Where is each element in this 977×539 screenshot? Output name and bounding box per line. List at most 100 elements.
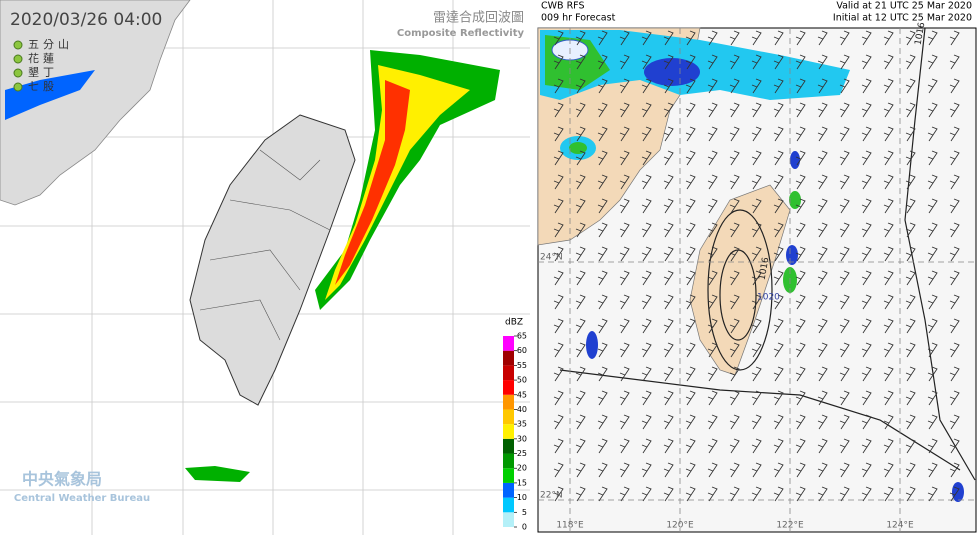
wind-barb bbox=[575, 54, 586, 70]
wind-barb bbox=[729, 486, 740, 502]
wind-barb bbox=[729, 294, 740, 310]
wind-barb bbox=[773, 54, 784, 70]
wind-barb bbox=[663, 222, 674, 238]
wind-barb bbox=[795, 462, 806, 478]
wind-barb bbox=[663, 462, 674, 478]
wind-barb bbox=[619, 390, 630, 406]
wind-barb bbox=[949, 54, 960, 70]
wind-barb bbox=[751, 30, 762, 46]
wind-barb bbox=[839, 438, 850, 454]
wind-barb bbox=[707, 294, 718, 310]
wind-barb bbox=[839, 54, 850, 70]
wind-barb bbox=[839, 342, 850, 358]
wind-barb bbox=[707, 438, 718, 454]
wind-barb bbox=[817, 366, 828, 382]
wind-barb bbox=[795, 222, 806, 238]
wind-barb bbox=[949, 222, 960, 238]
wind-barb bbox=[729, 198, 740, 214]
wind-barb bbox=[773, 390, 784, 406]
wind-barb bbox=[773, 150, 784, 166]
wind-barb bbox=[707, 126, 718, 142]
radar-echoes bbox=[5, 50, 500, 482]
wind-barb bbox=[817, 486, 828, 502]
wind-barb bbox=[839, 318, 850, 334]
wind-barb bbox=[553, 222, 564, 238]
wind-barb bbox=[905, 318, 916, 334]
wind-barb bbox=[883, 414, 894, 430]
wind-barb bbox=[949, 318, 960, 334]
wind-barb bbox=[795, 150, 806, 166]
colorbar-label: 10 bbox=[517, 493, 527, 502]
wind-barb bbox=[553, 486, 564, 502]
wind-barb bbox=[795, 78, 806, 94]
wind-barb bbox=[597, 246, 608, 262]
wind-barb bbox=[575, 270, 586, 286]
wind-barb bbox=[949, 78, 960, 94]
wind-barb bbox=[663, 174, 674, 190]
wind-barb bbox=[641, 462, 652, 478]
wind-barb bbox=[575, 126, 586, 142]
wind-barb bbox=[729, 342, 740, 358]
wind-barb bbox=[905, 294, 916, 310]
wind-barb bbox=[707, 246, 718, 262]
wind-barb bbox=[729, 390, 740, 406]
wind-barb bbox=[707, 102, 718, 118]
wind-barb bbox=[883, 198, 894, 214]
logo-name: 中央氣象局 bbox=[22, 470, 102, 489]
wind-barb bbox=[663, 486, 674, 502]
wind-barb bbox=[949, 150, 960, 166]
wind-barb bbox=[729, 462, 740, 478]
wind-barb bbox=[685, 294, 696, 310]
wind-barb bbox=[839, 30, 850, 46]
wind-barb bbox=[553, 246, 564, 262]
radar-subtitle: Composite Reflectivity bbox=[397, 28, 525, 39]
wind-barb bbox=[597, 294, 608, 310]
wind-barb bbox=[883, 366, 894, 382]
wind-barb bbox=[729, 414, 740, 430]
wind-barb bbox=[927, 270, 938, 286]
wind-barb bbox=[795, 102, 806, 118]
wind-barb bbox=[751, 78, 762, 94]
wind-barb bbox=[883, 54, 894, 70]
wind-barb bbox=[817, 390, 828, 406]
wind-barb bbox=[729, 150, 740, 166]
wind-barb bbox=[663, 246, 674, 262]
wind-barb bbox=[861, 78, 872, 94]
station-name: 五分山 bbox=[28, 38, 73, 51]
wind-barb bbox=[685, 342, 696, 358]
wind-barb bbox=[795, 390, 806, 406]
wind-barb bbox=[707, 390, 718, 406]
wind-barb bbox=[795, 438, 806, 454]
station-name: 花蓮 bbox=[28, 52, 58, 65]
wind-barb bbox=[949, 486, 960, 502]
latitude-label: 24°N bbox=[540, 253, 563, 263]
wind-barb bbox=[817, 174, 828, 190]
wind-barb bbox=[905, 438, 916, 454]
wind-barb bbox=[905, 390, 916, 406]
wind-barb bbox=[553, 390, 564, 406]
wind-barb bbox=[575, 366, 586, 382]
wind-barb bbox=[751, 102, 762, 118]
county-borders bbox=[199, 149, 331, 341]
wind-barb bbox=[685, 54, 696, 70]
colorbar-label: 0 bbox=[522, 523, 527, 532]
wind-barb bbox=[751, 414, 762, 430]
wind-barb bbox=[949, 102, 960, 118]
colorbar-label: 15 bbox=[517, 478, 527, 487]
wind-barb bbox=[949, 270, 960, 286]
wind-barb bbox=[751, 342, 762, 358]
wind-barb bbox=[839, 414, 850, 430]
wind-barb bbox=[839, 126, 850, 142]
wind-barb bbox=[751, 126, 762, 142]
wind-barb bbox=[861, 246, 872, 262]
wind-barb bbox=[575, 78, 586, 94]
mainland-coast bbox=[0, 0, 191, 206]
wind-barb bbox=[839, 222, 850, 238]
wind-barb bbox=[773, 318, 784, 334]
wind-barb bbox=[619, 126, 630, 142]
wind-barb bbox=[773, 462, 784, 478]
wind-barb bbox=[685, 414, 696, 430]
wind-barb bbox=[707, 150, 718, 166]
wind-barb bbox=[773, 78, 784, 94]
